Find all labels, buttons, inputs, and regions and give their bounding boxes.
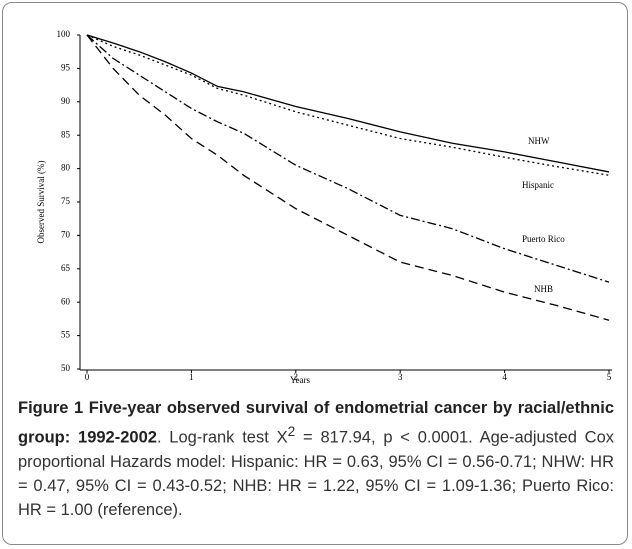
x-tick-label: 1	[189, 372, 194, 382]
caption-sup: 2	[287, 424, 296, 439]
y-tick-label: 100	[57, 29, 71, 39]
caption-text: . Log-rank test X	[156, 428, 288, 447]
series-label: Puerto Rico	[522, 234, 565, 244]
caption-text: = 817.94, p < 0.0001. Age-adjusted Cox p…	[18, 428, 614, 519]
y-tick-label: 55	[61, 330, 71, 340]
figure-title: Five-year observed survival of endometri…	[18, 399, 614, 447]
y-tick-label: 95	[61, 62, 71, 72]
y-axis-label: Observed Survival (%)	[36, 161, 46, 244]
series-line	[86, 34, 610, 283]
figure-frame	[2, 2, 628, 545]
caption: Figure 1 Five-year observed survival of …	[18, 396, 614, 522]
y-tick-label: 85	[61, 129, 71, 139]
x-tick-label: 2	[294, 372, 299, 382]
x-axis-label: Years	[290, 375, 311, 385]
x-tick-label: 3	[398, 372, 403, 382]
y-tick-label: 90	[61, 96, 71, 106]
x-tick-label: 0	[85, 372, 90, 382]
figure-label: Figure 1	[18, 399, 84, 417]
x-tick-label: 4	[502, 372, 507, 382]
series-line	[86, 34, 610, 321]
y-tick-label: 75	[61, 196, 71, 206]
series-label: Hispanic	[522, 180, 554, 190]
series-label: NHW	[528, 136, 550, 146]
y-tick-label: 65	[61, 263, 71, 273]
x-tick-label: 5	[607, 372, 612, 382]
series-line	[86, 34, 610, 176]
series-label: NHB	[534, 284, 553, 294]
y-tick-label: 80	[61, 163, 71, 173]
y-tick-label: 60	[61, 296, 71, 306]
y-tick-label: 70	[61, 229, 71, 239]
chart: Years Observed Survival (%) 100 95 90 85 80 7…	[36, 29, 612, 385]
y-tick-label: 50	[61, 363, 71, 373]
series-line	[86, 34, 610, 173]
